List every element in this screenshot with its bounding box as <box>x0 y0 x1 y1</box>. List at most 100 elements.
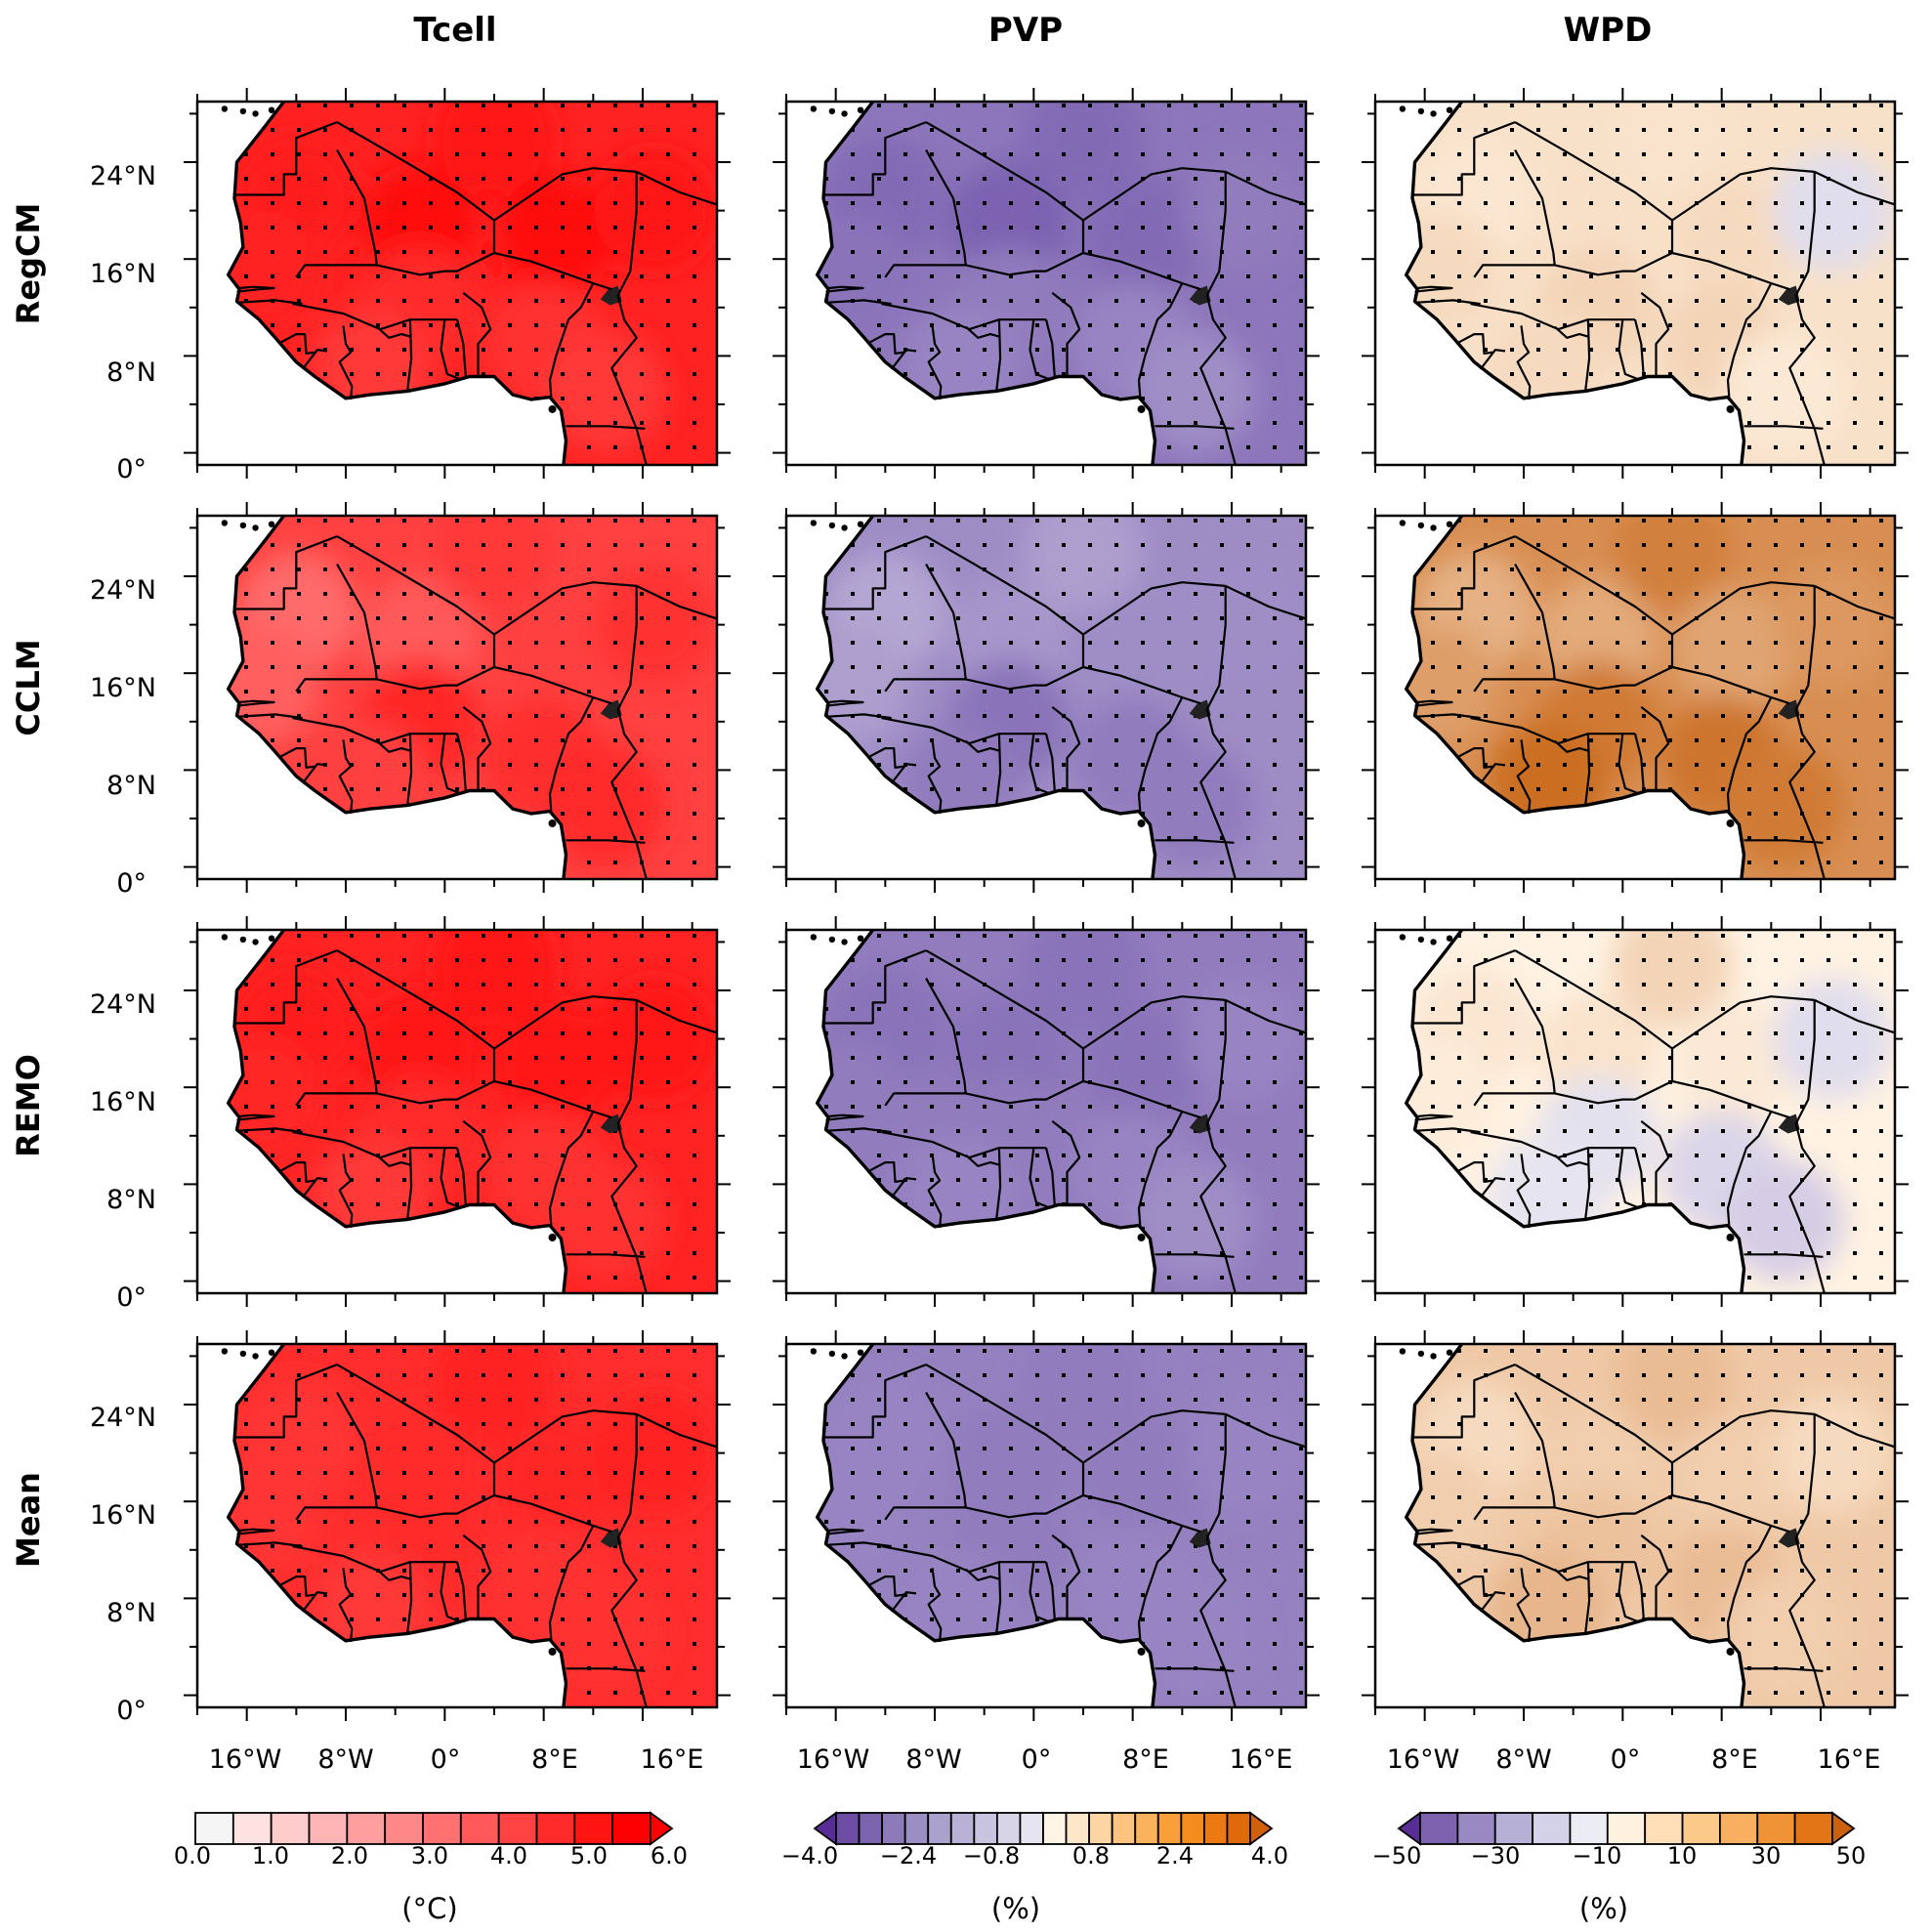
lake-chad <box>600 1113 622 1134</box>
border-line <box>1617 319 1638 381</box>
coastline <box>1405 514 1746 880</box>
colorbar-tick-label: 6.0 <box>651 1842 688 1869</box>
border-line <box>548 282 595 398</box>
border-line <box>964 1568 1000 1581</box>
colorbar-box <box>497 1812 538 1845</box>
coastline <box>1405 928 1746 1294</box>
colorbar-box <box>903 1812 930 1845</box>
border-line <box>234 121 338 196</box>
column-title-pvp: PVP <box>988 11 1063 50</box>
island-mark <box>252 1353 259 1360</box>
border-line <box>493 995 637 1050</box>
border-line <box>823 949 927 1025</box>
border-line <box>1516 1154 1532 1229</box>
border-line <box>295 564 378 693</box>
border-line <box>462 1534 492 1619</box>
border-line <box>493 167 637 222</box>
border-line <box>1414 699 1453 707</box>
map-panel-tcell-remo <box>195 928 719 1295</box>
axis-ticks <box>184 88 1909 1721</box>
border-line <box>1743 839 1824 844</box>
border-line <box>375 1568 411 1581</box>
x-tick-label: 8°W <box>1495 1744 1551 1775</box>
border-line <box>1155 425 1235 430</box>
border-line <box>455 733 467 792</box>
border-line <box>1473 564 1556 693</box>
map-panel-pvp-cclm <box>784 514 1308 881</box>
border-line <box>1082 1409 1226 1464</box>
island-mark <box>841 1353 848 1360</box>
x-tick-label: 16°W <box>209 1744 282 1775</box>
border-line <box>1743 1667 1824 1672</box>
border-line <box>1137 696 1184 812</box>
border-line <box>566 839 646 844</box>
colorbar-labels-pvp: −4.0 −2.4 −0.8 0.8 2.4 4.0 (%) <box>781 1842 1288 1925</box>
border-line <box>884 564 967 693</box>
border-line <box>1671 167 1815 222</box>
significance-stipple <box>228 930 717 1293</box>
panel-ticks <box>1362 502 1909 893</box>
panel-ticks <box>184 502 731 893</box>
colorbar-wpd <box>1397 1811 1856 1846</box>
lake-chad <box>1778 285 1800 306</box>
coastline <box>227 1342 568 1708</box>
border-line <box>462 292 492 377</box>
island-mark <box>828 936 836 944</box>
colorbar-tick-label: −0.8 <box>963 1842 1020 1869</box>
country-borders <box>823 949 1307 1294</box>
border-line <box>1412 949 1516 1025</box>
panel-ticks <box>1362 916 1909 1307</box>
row-title-cclm: CCLM <box>10 639 47 735</box>
border-line <box>890 1591 917 1613</box>
border-line <box>825 299 892 306</box>
coastline <box>1405 1342 1746 1708</box>
border-line <box>1553 1568 1589 1581</box>
border-line <box>1029 734 1049 795</box>
border-line <box>1470 1131 1635 1159</box>
border-line <box>1479 763 1506 784</box>
island-mark <box>1417 936 1425 944</box>
border-line <box>292 1545 457 1574</box>
border-line <box>1553 739 1589 753</box>
border-line <box>1584 734 1591 805</box>
border-line <box>1470 717 1635 745</box>
border-line <box>440 319 460 381</box>
x-tick-label: 8°E <box>531 1744 578 1775</box>
border-line <box>493 1409 637 1464</box>
border-line <box>301 349 328 370</box>
border-line <box>825 1541 892 1548</box>
island-mark <box>810 934 818 941</box>
border-line <box>236 1127 303 1134</box>
border-line <box>1514 1364 1674 1495</box>
border-line <box>1617 1148 1638 1209</box>
border-line <box>964 1154 1000 1167</box>
border-line <box>825 1528 864 1535</box>
border-line <box>925 535 1085 667</box>
border-line <box>292 1131 457 1159</box>
border-line <box>236 299 303 306</box>
panel-ticks <box>1362 88 1909 479</box>
border-line <box>1554 665 1790 705</box>
column-title-wpd: WPD <box>1564 11 1653 50</box>
border-line <box>1137 1111 1184 1226</box>
border-line <box>548 1111 595 1226</box>
island-mark <box>857 521 864 527</box>
border-line <box>823 1364 927 1439</box>
border-line <box>881 303 1046 331</box>
column-title-tcell: Tcell <box>413 11 496 50</box>
panel-frame <box>784 100 1308 467</box>
border-line <box>1640 292 1670 377</box>
lake-chad <box>1189 1113 1211 1134</box>
island-mark <box>857 935 864 942</box>
border-line <box>1225 584 1307 620</box>
country-borders <box>234 949 718 1294</box>
panel-frame <box>1373 514 1897 881</box>
island-mark <box>1417 107 1425 115</box>
y-tick-label: 8°N <box>106 1598 156 1628</box>
significance-stipple <box>817 516 1306 879</box>
border-line <box>1473 149 1556 278</box>
x-tick-label: 8°W <box>905 1744 961 1775</box>
border-line <box>825 1127 892 1134</box>
border-line <box>1617 734 1638 795</box>
